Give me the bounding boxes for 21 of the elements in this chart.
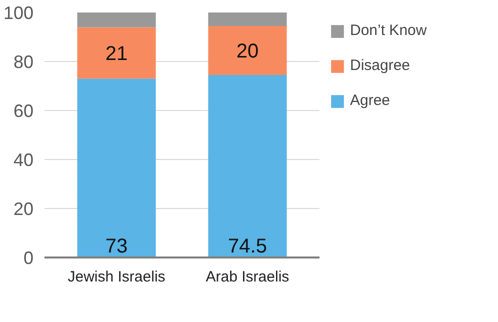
- y-tick-label: 40: [13, 150, 34, 170]
- y-tick-label: 60: [13, 101, 34, 121]
- y-tick-label: 0: [23, 248, 34, 268]
- bar: [77, 27, 156, 79]
- y-tick-label: 80: [13, 52, 34, 72]
- bar: [208, 26, 287, 75]
- legend-label: Don’t Know: [350, 22, 427, 39]
- legend-label: Disagree: [350, 57, 410, 74]
- bar: [77, 78, 156, 258]
- data-label: 73: [105, 236, 128, 258]
- x-tick-label: Arab Israelis: [206, 268, 290, 286]
- y-tick-label: 20: [13, 199, 34, 219]
- data-label: 74.5: [228, 236, 267, 258]
- bar: [208, 74, 287, 258]
- data-label: 21: [105, 42, 128, 65]
- data-label: 20: [236, 40, 259, 62]
- bar: [77, 12, 156, 28]
- y-tick-label: 100: [3, 3, 34, 23]
- legend-label: Agree: [350, 92, 390, 109]
- x-tick-label: Jewish Israelis: [68, 268, 166, 286]
- bar: [208, 12, 287, 26]
